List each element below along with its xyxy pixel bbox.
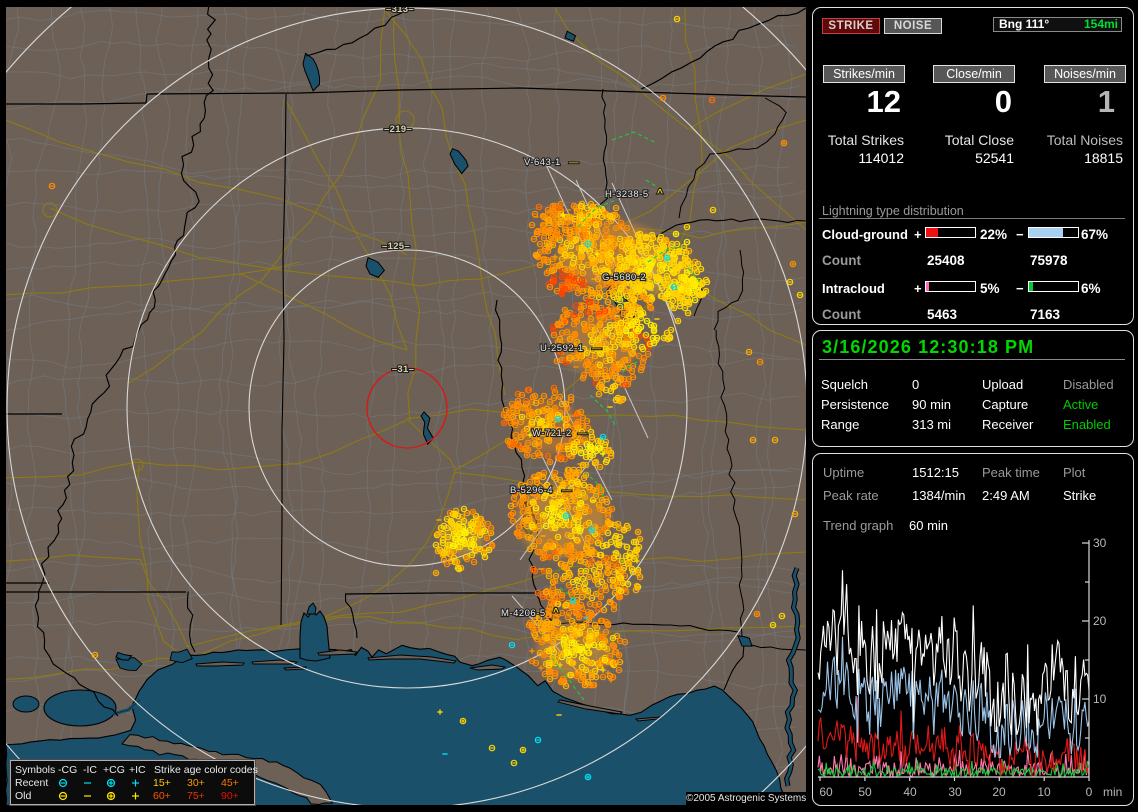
svg-text:V-643-1: V-643-1 (524, 157, 561, 168)
svg-text:U-2592-1: U-2592-1 (540, 343, 584, 354)
svg-text:^: ^ (553, 607, 559, 618)
svg-text:G-5680-2: G-5680-2 (602, 272, 646, 283)
svg-text:^: ^ (657, 188, 663, 199)
svg-text:—: — (592, 343, 602, 354)
svg-text:—: — (562, 485, 572, 496)
svg-text:–125–: –125– (382, 241, 410, 252)
svg-text:10: 10 (1037, 785, 1051, 799)
svg-text:30: 30 (1093, 536, 1107, 550)
svg-text:–313–: –313– (386, 4, 414, 15)
svg-text:—: — (569, 157, 579, 168)
svg-text:60: 60 (819, 785, 833, 799)
svg-text:10: 10 (1093, 692, 1107, 706)
svg-text:20: 20 (992, 785, 1006, 799)
svg-text:M-4206-5: M-4206-5 (501, 608, 546, 619)
svg-text:min: min (1103, 785, 1122, 799)
svg-text:W-721-2: W-721-2 (532, 428, 572, 439)
svg-text:0: 0 (1086, 785, 1093, 799)
svg-text:H-3238-5: H-3238-5 (605, 189, 649, 200)
svg-text:30: 30 (948, 785, 962, 799)
svg-text:20: 20 (1093, 614, 1107, 628)
svg-text:–219–: –219– (384, 124, 412, 135)
svg-text:–31–: –31– (392, 364, 414, 375)
svg-text:B-5296-4: B-5296-4 (510, 485, 553, 496)
svg-text:—: — (578, 428, 588, 439)
svg-text:50: 50 (858, 785, 872, 799)
svg-text:40: 40 (903, 785, 917, 799)
